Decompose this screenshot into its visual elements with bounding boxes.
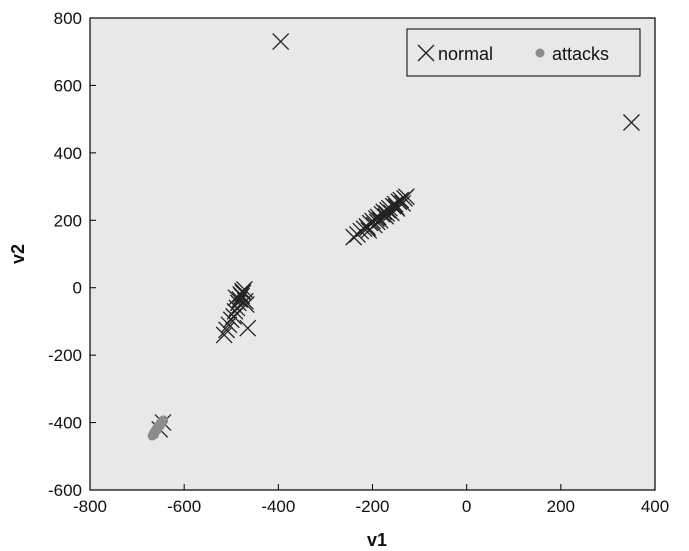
data-point-normal [359, 219, 377, 237]
plot-area [89, 17, 656, 491]
data-point-normal [345, 228, 363, 246]
data-point-normal [234, 282, 252, 300]
data-point-attacks [158, 417, 168, 427]
y-tick-label: -600 [48, 481, 82, 500]
legend-marker-attacks [535, 48, 545, 58]
legend-marker-normal [417, 44, 435, 62]
x-tick-label: -800 [73, 497, 107, 516]
legend-label-attacks: attacks [552, 44, 609, 64]
x-tick-label: 200 [547, 497, 575, 516]
legend: normal attacks [406, 28, 641, 77]
y-tick-label: 0 [73, 279, 82, 298]
legend-box [406, 28, 641, 77]
y-tick-label: 600 [54, 76, 82, 95]
data-point-normal [387, 198, 405, 216]
data-point-normal [375, 203, 393, 221]
x-tick-label: -400 [261, 497, 295, 516]
data-point-normal [232, 285, 250, 303]
data-point-normal [368, 213, 386, 231]
data-point-normal [380, 199, 398, 217]
data-point-normal [237, 296, 255, 314]
x-tick-label: 400 [641, 497, 669, 516]
y-tick-label: -200 [48, 346, 82, 365]
data-point-normal [220, 316, 238, 334]
y-tick-label: 400 [54, 144, 82, 163]
data-point-normal [378, 205, 396, 223]
x-tick-label: -200 [355, 497, 389, 516]
y-tick-label: 800 [54, 9, 82, 28]
x-tick-label: 0 [462, 497, 471, 516]
y-axis-label: v2 [8, 244, 28, 264]
x-axis-label: v1 [367, 530, 387, 550]
x-tick-label: -600 [167, 497, 201, 516]
y-tick-label: 200 [54, 211, 82, 230]
data-point-normal [218, 321, 236, 339]
data-point-normal [622, 114, 640, 131]
data-point-normal [272, 33, 290, 51]
data-marks [147, 33, 640, 441]
data-point-normal [386, 195, 404, 213]
y-tick-label: -400 [48, 414, 82, 433]
data-point-normal [239, 319, 257, 337]
axis-ticks: -800 -600 -400 -200 0 200 400-600-400-20002004… [48, 9, 669, 516]
data-point-normal [215, 326, 233, 344]
legend-label-normal: normal [438, 44, 493, 64]
data-point-normal [222, 311, 240, 329]
